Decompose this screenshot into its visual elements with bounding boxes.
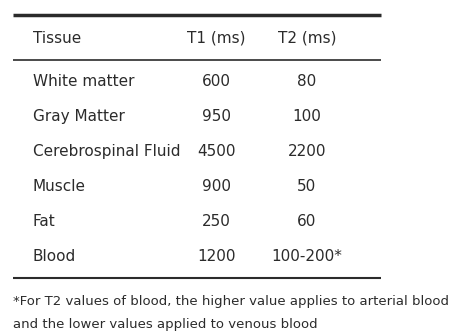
Text: 1200: 1200 — [198, 249, 236, 264]
Text: 4500: 4500 — [198, 144, 236, 159]
Text: Tissue: Tissue — [33, 31, 81, 46]
Text: 100: 100 — [292, 109, 321, 124]
Text: 950: 950 — [202, 109, 231, 124]
Text: 50: 50 — [297, 179, 317, 194]
Text: T2 (ms): T2 (ms) — [278, 31, 336, 46]
Text: Cerebrospinal Fluid: Cerebrospinal Fluid — [33, 144, 180, 159]
Text: and the lower values applied to venous blood: and the lower values applied to venous b… — [13, 318, 318, 331]
Text: Muscle: Muscle — [33, 179, 86, 194]
Text: White matter: White matter — [33, 74, 134, 89]
Text: 100-200*: 100-200* — [271, 249, 342, 264]
Text: Gray Matter: Gray Matter — [33, 109, 125, 124]
Text: Blood: Blood — [33, 249, 76, 264]
Text: *For T2 values of blood, the higher value applies to arterial blood: *For T2 values of blood, the higher valu… — [13, 295, 449, 307]
Text: 600: 600 — [202, 74, 231, 89]
Text: 80: 80 — [297, 74, 317, 89]
Text: 250: 250 — [202, 214, 231, 229]
Text: T1 (ms): T1 (ms) — [188, 31, 246, 46]
Text: 2200: 2200 — [288, 144, 326, 159]
Text: 60: 60 — [297, 214, 317, 229]
Text: 900: 900 — [202, 179, 231, 194]
Text: Fat: Fat — [33, 214, 55, 229]
